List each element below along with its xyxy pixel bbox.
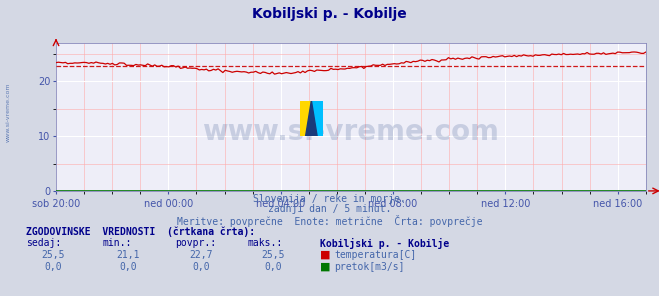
Polygon shape [306,101,317,136]
Text: zadnji dan / 5 minut.: zadnji dan / 5 minut. [268,204,391,214]
Text: 0,0: 0,0 [120,262,137,272]
Text: 21,1: 21,1 [117,250,140,260]
Text: www.si-vreme.com: www.si-vreme.com [5,83,11,142]
Text: Kobiljski p. - Kobilje: Kobiljski p. - Kobilje [320,238,449,249]
Text: 0,0: 0,0 [265,262,282,272]
Text: temperatura[C]: temperatura[C] [334,250,416,260]
Text: ■: ■ [320,262,330,272]
Text: maks.:: maks.: [247,238,282,248]
Text: 25,5: 25,5 [41,250,65,260]
Text: ZGODOVINSKE  VREDNOSTI  (črtkana črta):: ZGODOVINSKE VREDNOSTI (črtkana črta): [26,226,256,237]
Polygon shape [300,101,312,136]
Text: 0,0: 0,0 [44,262,61,272]
Polygon shape [312,101,323,136]
Text: min.:: min.: [102,238,132,248]
Text: povpr.:: povpr.: [175,238,215,248]
Text: 22,7: 22,7 [189,250,213,260]
Text: Meritve: povprečne  Enote: metrične  Črta: povprečje: Meritve: povprečne Enote: metrične Črta:… [177,215,482,227]
Text: Slovenija / reke in morje.: Slovenija / reke in morje. [253,194,406,204]
Text: ■: ■ [320,250,330,260]
Text: www.si-vreme.com: www.si-vreme.com [202,118,500,146]
Text: 25,5: 25,5 [262,250,285,260]
Text: 0,0: 0,0 [192,262,210,272]
Text: sedaj:: sedaj: [26,238,61,248]
Text: pretok[m3/s]: pretok[m3/s] [334,262,405,272]
Text: Kobiljski p. - Kobilje: Kobiljski p. - Kobilje [252,7,407,21]
